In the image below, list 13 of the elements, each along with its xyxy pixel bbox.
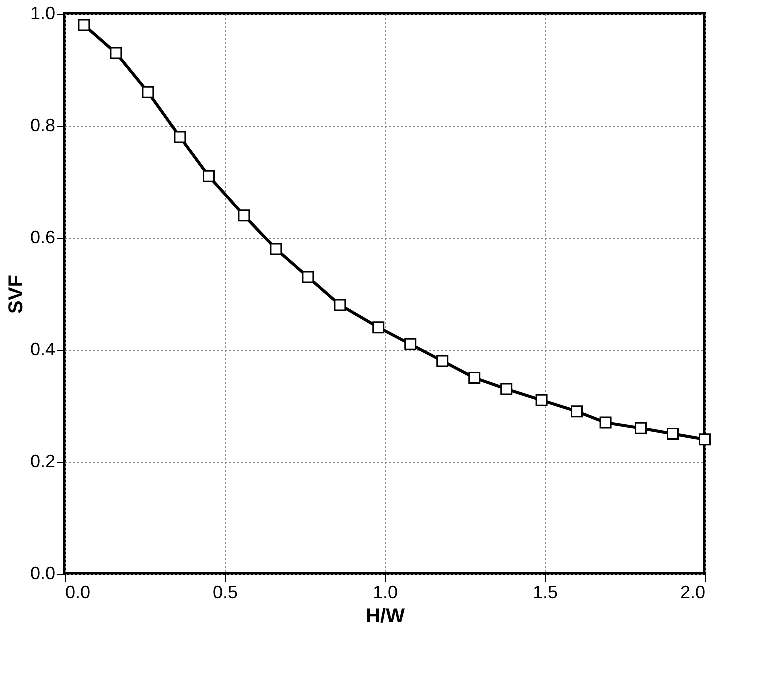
y-tick-label: 0.4 [30, 340, 56, 360]
x-tick-label: 2.0 [680, 582, 706, 602]
y-tick-label: 1.0 [30, 4, 56, 24]
x-axis-title: H/W [366, 606, 406, 628]
y-tick-label: 0.0 [30, 564, 56, 584]
y-tick-label: 0.8 [30, 116, 56, 136]
x-tick-label: 0.0 [66, 582, 91, 602]
y-axis-title: SVF [5, 275, 28, 314]
x-tick-label: 1.5 [532, 582, 558, 602]
x-tick-label: 0.5 [212, 582, 238, 602]
x-tick-label: 1.0 [372, 582, 398, 602]
y-tick-label: 0.6 [30, 228, 56, 248]
y-tick-label: 0.2 [30, 452, 56, 472]
